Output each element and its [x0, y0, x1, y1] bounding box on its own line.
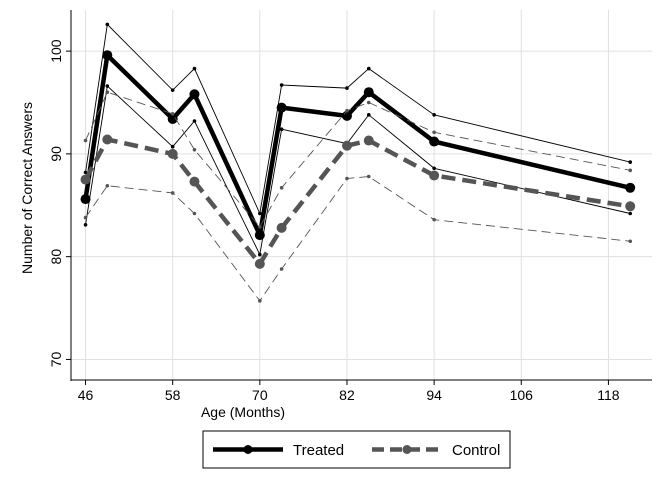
treated-ci-upper-line [85, 23, 631, 216]
control-ci-upper-point [345, 108, 349, 113]
series-treated [80, 22, 636, 257]
control-ci-upper-point [105, 90, 110, 95]
treated-ci-upper-point [366, 66, 371, 71]
control-ci-lower-point [170, 191, 175, 195]
control-ci-lower-point [628, 239, 633, 244]
x-tick-label: 94 [426, 387, 442, 403]
treated-ci-lower-point [170, 144, 175, 149]
treated-point [80, 194, 91, 205]
control-ci-upper-point [279, 186, 284, 190]
control-ci-lower-point [345, 176, 349, 181]
control-ci-upper-point [366, 100, 371, 105]
control-ci-lower-point [279, 267, 284, 271]
control-point [189, 176, 200, 187]
y-tick-label: 90 [48, 146, 64, 162]
treated-point [254, 230, 265, 241]
treated-ci-upper-point [345, 86, 349, 90]
treated-ci-lower-point [258, 252, 262, 257]
x-tick-label: 118 [597, 387, 620, 403]
y-axis-title: Number of Correct Answers [19, 102, 35, 274]
legend-marker-treated [243, 445, 253, 454]
series-lines [80, 22, 636, 303]
legend: Treated Control [202, 430, 511, 469]
control-ci-upper-point [192, 147, 197, 152]
treated-ci-lower-point [366, 113, 371, 117]
treated-ci-lower-point [83, 223, 88, 227]
x-tick-label: 106 [510, 387, 534, 403]
series-control [80, 90, 636, 303]
treated-ci-lower-point [192, 119, 197, 123]
control-line [83, 137, 631, 267]
control-ci-lower-point [192, 211, 197, 216]
control-ci-upper-point [170, 112, 175, 116]
control-point [102, 134, 113, 145]
legend-marker-control [402, 445, 412, 454]
treated-ci-upper-point [628, 160, 633, 164]
control-point [363, 135, 374, 146]
x-tick-label: 70 [252, 387, 268, 403]
treated-point [429, 136, 440, 147]
control-point [276, 222, 287, 233]
plot-area [71, 10, 652, 380]
x-tick-label: 58 [165, 387, 181, 403]
treated-ci-upper-point [192, 66, 197, 71]
control-ci-upper-line [85, 91, 631, 228]
control-ci-upper-point [83, 138, 88, 143]
treated-ci-lower-point [628, 211, 633, 216]
x-tick-label: 82 [339, 387, 355, 403]
legend-label-control: Control [452, 442, 500, 459]
treated-ci-lower-point [105, 84, 110, 88]
control-point [429, 170, 440, 181]
treated-point [625, 182, 636, 193]
x-axis-title: Age (Months) [201, 404, 285, 420]
treated-ci-lower-point [432, 166, 436, 171]
axis-ticks: 70 80 90 100 46 58 70 82 94 106 118 [48, 39, 620, 403]
control-point [254, 258, 265, 269]
control-ci-lower-point [105, 183, 110, 188]
y-tick-label: 100 [48, 39, 64, 63]
control-ci-upper-point [258, 225, 262, 229]
control-point [167, 148, 178, 159]
legend-label-treated: Treated [293, 442, 344, 459]
treated-point [363, 87, 374, 98]
control-point [80, 174, 91, 185]
treated-ci-upper-point [170, 88, 175, 92]
treated-ci-upper-point [432, 113, 436, 117]
control-ci-lower-point [258, 299, 262, 303]
treated-ci-upper-point [105, 22, 110, 27]
control-ci-upper-point [628, 168, 633, 173]
treated-ci-upper-point [258, 211, 262, 216]
control-ci-lower-line [85, 176, 631, 302]
y-tick-label: 70 [48, 351, 64, 367]
control-ci-lower-point [83, 215, 88, 220]
treated-ci-lower-line [85, 85, 631, 257]
treated-point [276, 102, 287, 113]
control-ci-upper-point [432, 130, 436, 135]
treated-ci-lower-point [279, 127, 284, 132]
treated-point [189, 89, 200, 100]
control-point [625, 201, 636, 212]
treated-point [102, 50, 113, 61]
control-point [341, 140, 352, 151]
treated-ci-upper-point [279, 83, 284, 87]
treated-point [167, 113, 178, 124]
x-tick-label: 46 [78, 387, 94, 403]
control-ci-lower-point [366, 174, 371, 179]
control-ci-lower-point [432, 217, 436, 222]
y-tick-label: 80 [48, 249, 64, 265]
treated-line [83, 52, 631, 238]
